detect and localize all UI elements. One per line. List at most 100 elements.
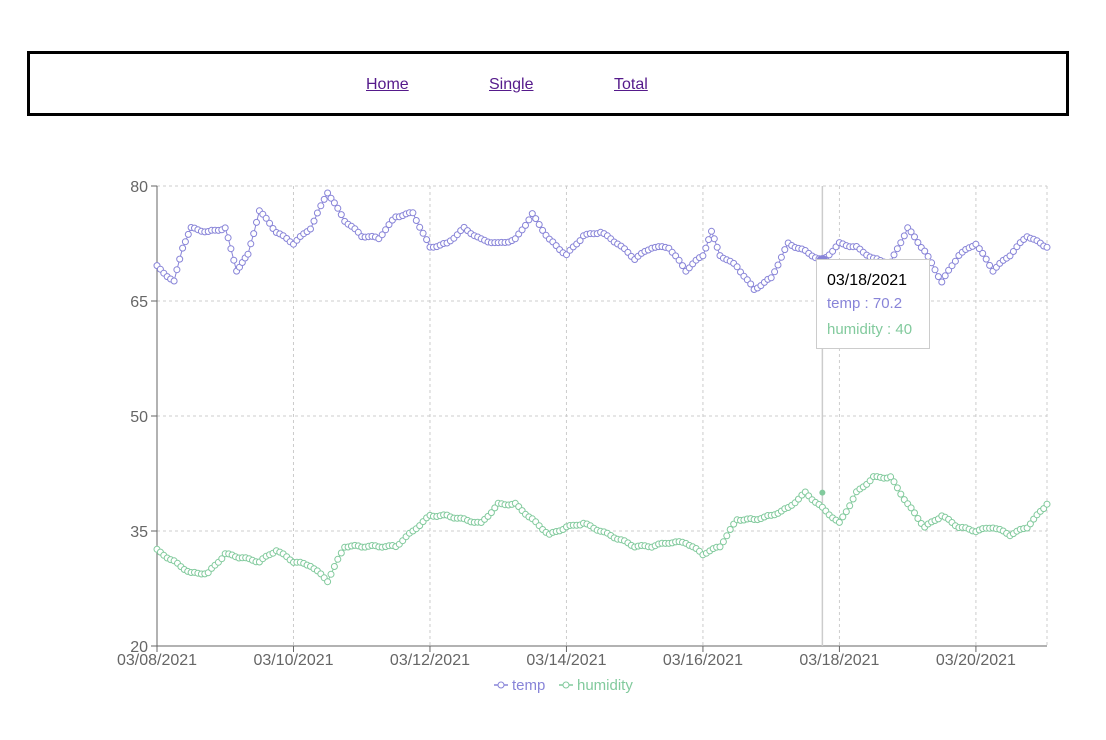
nav-link-total[interactable]: Total [614,76,648,93]
data-point-temp [307,225,314,233]
data-point-temp [176,255,184,263]
data-point-temp [907,228,915,236]
tooltip-humidity-value: humidity : 40 [827,321,913,338]
data-point-humidity [842,508,850,516]
data-point-humidity [846,502,854,510]
data-point-temp [511,235,519,243]
data-point-temp [733,263,741,271]
data-point-temp [224,234,232,242]
data-point-temp [921,247,929,255]
data-point-temp [1043,243,1051,251]
data-point-temp [897,239,905,247]
data-point-temp [262,214,270,222]
y-tick-label: 50 [130,409,148,426]
data-point-temp [320,195,328,203]
data-point-humidity [914,515,922,522]
data-point-temp [951,257,959,265]
y-tick-label: 80 [130,179,148,196]
data-point-temp [170,277,178,285]
data-point-humidity [726,526,734,533]
data-point-humidity [893,484,901,492]
chart-grid [157,185,1048,646]
x-tick-label: 03/14/2021 [526,652,606,669]
data-point-humidity [890,478,898,486]
series-humidity [153,473,1051,586]
legend-label-humidity: humidity [577,677,633,694]
data-point-humidity [324,578,332,586]
data-point-temp [986,261,994,269]
data-point-temp [941,272,949,280]
data-point-temp [911,233,918,241]
x-tick-label: 03/16/2021 [663,652,743,669]
data-point-temp [900,232,908,240]
x-tick-label: 03/12/2021 [390,652,470,669]
data-point-temp [931,266,939,274]
data-point-temp [518,226,526,234]
data-point-temp [184,230,192,238]
data-point-temp [250,230,258,238]
data-point-temp [330,199,338,207]
data-point-temp [324,189,332,197]
data-point-temp [317,202,325,210]
data-point-humidity [487,509,495,517]
data-point-temp [247,240,255,248]
data-point-temp [532,215,540,223]
legend-label-temp: temp [512,677,545,694]
nav-link-home[interactable]: Home [366,76,409,93]
data-point-temp [890,251,898,259]
tooltip: 03/18/2021 temp : 70.2 humidity : 40 [816,259,930,349]
legend-icon-temp-dot [497,681,505,689]
tooltip-temp-value: temp : 70.2 [827,295,903,312]
y-tick-label: 35 [130,524,148,541]
data-point-temp [179,244,187,252]
data-point-temp [708,227,715,235]
data-point-humidity [716,543,724,551]
active-dot-humidity [819,489,826,496]
data-point-temp [781,246,789,254]
data-point-humidity [907,504,915,512]
data-point-temp [979,249,987,257]
x-tick-label: 03/20/2021 [936,652,1016,669]
data-point-temp [266,219,274,227]
data-point-temp [705,236,713,244]
data-point-temp [777,253,785,261]
data-point-temp [412,217,420,224]
x-tick-label: 03/18/2021 [799,652,879,669]
data-point-temp [337,211,345,219]
y-tick-label: 20 [130,639,148,656]
data-point-temp [774,261,782,269]
data-point-humidity [1026,520,1034,528]
data-point-temp [948,262,956,270]
data-point-temp [327,194,335,202]
x-tick-label: 03/10/2021 [253,652,333,669]
data-point-humidity [337,549,345,557]
data-point-temp [522,221,529,229]
data-point-temp [416,223,424,231]
data-point-humidity [835,518,843,526]
data-point-temp [419,229,427,237]
data-point-temp [675,256,683,264]
data-point-humidity [897,490,905,498]
data-point-temp [767,274,775,282]
nav-link-single[interactable]: Single [489,76,534,93]
data-point-temp [181,238,189,246]
data-point-temp [535,221,543,228]
data-point-humidity [849,495,857,503]
data-point-temp [409,209,417,217]
data-point-humidity [723,532,731,540]
data-point-temp [982,255,990,263]
x-tick-label: 03/08/2021 [117,652,197,669]
data-point-temp [893,245,901,253]
data-point-temp [378,231,386,239]
data-point-temp [710,235,718,243]
data-point-temp [525,216,533,224]
data-point-temp [576,237,584,245]
tooltip-date: 03/18/2021 [827,272,908,289]
data-point-humidity [330,563,338,570]
data-point-temp [244,250,252,258]
data-point-temp [679,262,686,270]
data-point-temp [938,278,946,286]
data-point-temp [672,252,680,260]
data-point-temp [227,245,235,253]
data-point-humidity [334,555,342,563]
